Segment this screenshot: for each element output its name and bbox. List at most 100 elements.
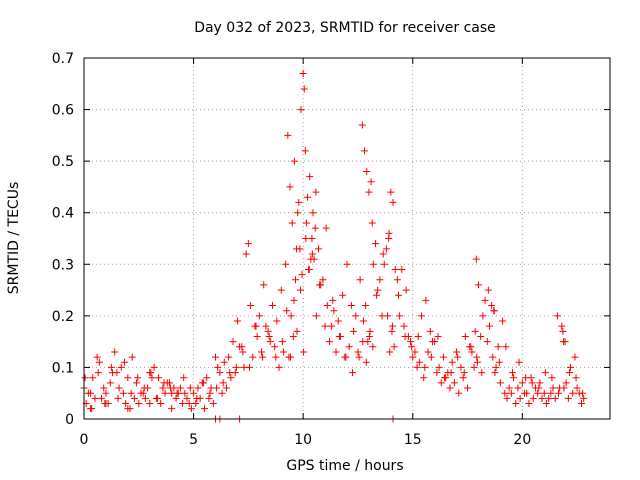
data-point (371, 240, 379, 248)
data-point (87, 389, 95, 397)
x-tick-label: 5 (189, 432, 198, 448)
data-point (321, 322, 329, 330)
data-point (512, 400, 520, 408)
data-point (266, 338, 274, 346)
data-point (401, 332, 409, 340)
data-point (282, 260, 290, 268)
data-point (503, 394, 511, 402)
data-point (379, 250, 387, 258)
data-point (447, 369, 455, 377)
data-point (562, 379, 570, 387)
data-point (278, 338, 286, 346)
data-point (461, 332, 469, 340)
data-point (293, 327, 301, 335)
data-point (297, 286, 305, 294)
data-point (229, 338, 237, 346)
data-point (98, 394, 106, 402)
data-point (488, 302, 496, 310)
data-point (167, 384, 175, 392)
data-point (247, 302, 255, 310)
data-point (421, 363, 429, 371)
x-tick-label: 15 (404, 432, 422, 448)
data-point (553, 312, 561, 320)
data-point (253, 332, 261, 340)
data-point (569, 389, 577, 397)
data-point (491, 369, 499, 377)
data-point (284, 131, 292, 139)
data-point (538, 394, 546, 402)
data-point (355, 353, 363, 361)
data-point (295, 198, 303, 206)
data-point (507, 389, 515, 397)
data-point (382, 245, 390, 253)
data-point (400, 322, 408, 330)
data-point (418, 312, 426, 320)
data-point (408, 343, 416, 351)
data-point (300, 348, 308, 356)
data-point (155, 374, 163, 382)
data-point (559, 327, 567, 335)
data-point (484, 286, 492, 294)
data-point (135, 400, 143, 408)
data-point (501, 389, 509, 397)
data-point (111, 348, 119, 356)
data-point (302, 235, 310, 242)
data-point (334, 317, 342, 325)
data-point (117, 363, 125, 371)
data-point (528, 379, 536, 387)
data-point (262, 322, 270, 330)
y-tick-label: 0.1 (52, 360, 74, 376)
data-point (407, 338, 415, 346)
data-point (315, 245, 323, 253)
data-point (93, 353, 101, 361)
data-point (239, 348, 247, 356)
data-point (91, 394, 99, 402)
data-point (134, 374, 142, 382)
data-point (213, 384, 221, 392)
data-point (183, 394, 191, 402)
data-point (312, 312, 320, 320)
data-point (389, 322, 397, 330)
data-point (153, 394, 161, 402)
data-point (139, 389, 147, 397)
x-axis-label: GPS time / hours (286, 458, 403, 474)
data-point (311, 224, 319, 232)
data-point (307, 255, 315, 263)
data-point (268, 302, 276, 310)
data-point (505, 384, 513, 392)
data-point (475, 281, 482, 289)
data-point (124, 374, 132, 382)
y-tick-label: 0.3 (52, 257, 74, 273)
data-point (395, 291, 403, 299)
y-tick-label: 0.5 (52, 154, 74, 170)
data-point (290, 157, 298, 165)
data-point (536, 379, 544, 387)
data-point (297, 106, 305, 114)
data-point (435, 363, 443, 371)
data-point (300, 85, 308, 93)
data-point (556, 384, 564, 392)
data-point (441, 374, 449, 382)
data-point (259, 353, 267, 361)
data-point (286, 183, 294, 191)
data-point (122, 400, 130, 408)
data-point (573, 384, 581, 392)
data-point (362, 358, 370, 366)
data-point (176, 384, 184, 392)
axis-ticks: 0 0.1 0.2 0.3 0.4 0.5 0.6 0.7 0 5 10 15 20 (52, 51, 610, 448)
data-point (567, 363, 575, 371)
data-point (290, 296, 298, 304)
data-point (291, 276, 299, 284)
data-point (94, 369, 102, 377)
data-point (359, 338, 367, 346)
data-point (496, 379, 504, 387)
data-point (286, 353, 294, 361)
data-point (354, 348, 362, 356)
x-tick-label: 10 (294, 432, 312, 448)
data-point (150, 363, 158, 371)
data-point (212, 353, 219, 361)
data-point (514, 384, 522, 392)
data-point (545, 394, 553, 402)
data-point (227, 374, 235, 382)
